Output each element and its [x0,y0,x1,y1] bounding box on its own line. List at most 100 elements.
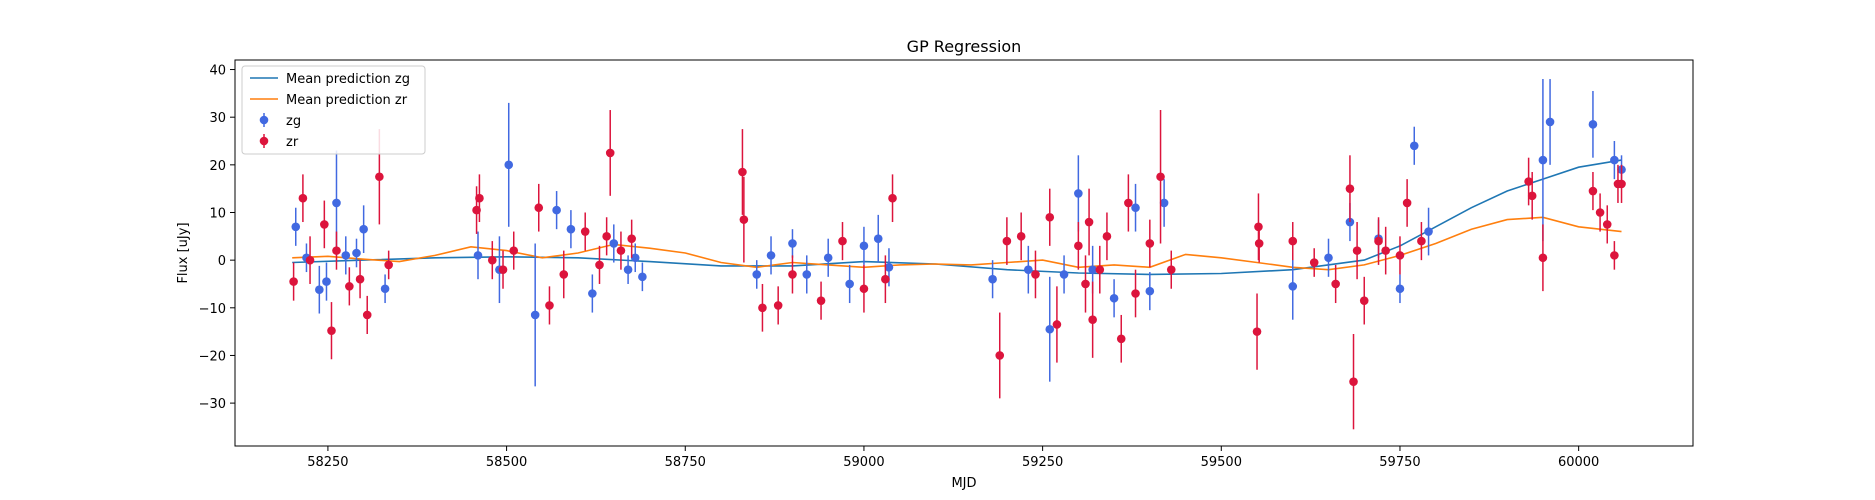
data-point-zr [1074,241,1083,251]
data-point-zr [1166,265,1176,274]
data-point-zg [802,270,812,279]
data-point-zr [1374,236,1383,246]
data-point-zg [884,262,894,272]
y-tick-label: 20 [209,159,226,174]
data-point-zr [298,193,308,203]
x-axis: 58250 58500 58750 59000 59250 59500 59750 60000 [307,446,1599,470]
data-point-zr [1016,232,1026,241]
data-point-zg [1159,198,1169,208]
data-point-zg [638,272,647,282]
x-tick-label: 59250 [1022,455,1063,470]
data-point-zr [1002,236,1012,246]
legend-label-mean-zg: Mean prediction zg [286,72,410,87]
data-point-zr [1124,198,1133,208]
data-point-zr [739,215,749,224]
data-point-zr [1602,220,1612,229]
data-point-zg [1131,203,1140,213]
y-tick-label: 30 [209,111,226,126]
data-point-zr [375,172,384,182]
data-point-zg [859,241,869,251]
data-point-zg [1145,286,1155,296]
legend-swatch-zr [259,136,269,146]
y-axis: −30 −20 −10 0 10 20 30 40 [199,64,235,412]
data-point-zr [580,227,590,236]
legend-label-mean-zr: Mean prediction zr [286,93,408,108]
series-zr [289,110,1626,430]
data-point-zr [1359,296,1369,305]
plot-frame [234,59,1694,447]
data-point-zr [1252,327,1262,336]
data-point-zg [291,222,301,232]
x-tick-label: 59750 [1379,455,1420,470]
data-point-zr [332,246,341,255]
x-tick-label: 58250 [307,455,348,470]
data-point-zr [1349,377,1358,386]
data-point-zg [752,270,762,279]
data-point-zr [1254,239,1264,248]
data-point-zr [616,246,626,255]
data-point-zr [384,260,393,270]
y-tick-label: −10 [199,302,226,317]
x-tick-label: 59500 [1201,455,1242,470]
y-tick-label: 10 [209,206,226,221]
data-point-zg [1610,155,1619,165]
data-point-zr [1031,270,1040,279]
data-point-zr [1145,239,1155,248]
data-point-zr [327,326,336,335]
data-point-zr [888,193,897,203]
data-layer [289,79,1626,430]
data-point-zg [380,284,390,294]
data-point-zg [1409,141,1419,151]
data-point-zg [315,285,324,294]
data-point-zr [1402,198,1412,208]
data-point-zg [873,234,883,244]
data-point-zg [788,239,797,248]
data-point-zr [788,270,797,279]
x-tick-label: 59000 [843,455,884,470]
data-point-zg [1395,284,1405,294]
data-point-zg [1588,120,1598,129]
data-point-zg [530,310,540,320]
data-point-zr [595,260,604,270]
data-point-zr [362,310,372,320]
legend-label-zr: zr [286,135,299,150]
data-point-zr [1595,208,1605,217]
y-axis-label: Flux [uJy] [176,222,191,283]
data-point-zr [627,234,636,244]
data-point-zg [473,251,483,260]
data-point-zr [534,203,544,213]
legend-box [241,65,426,155]
data-point-zr [487,255,497,265]
data-point-zr [838,236,847,246]
data-point-zg [552,205,561,215]
data-point-zg [609,239,619,248]
data-point-zg [1088,265,1097,274]
data-point-zr [738,167,747,177]
data-point-zg [1045,324,1055,334]
data-point-zg [1538,155,1548,165]
data-point-zg [1324,253,1333,263]
data-point-zr [509,246,519,255]
data-point-zr [345,282,354,291]
data-point-zg [322,277,331,286]
legend-swatch-zg [259,115,269,125]
data-point-zr [1288,236,1298,246]
mean-prediction-line-zg [292,159,1622,276]
data-point-zr [1095,265,1105,274]
data-point-zg [988,274,997,284]
data-point-zr [1395,251,1405,260]
data-point-zr [1381,246,1390,255]
data-point-zr [995,351,1005,360]
data-point-zg [823,253,833,263]
data-point-zg [504,160,514,170]
legend: Mean prediction zg Mean prediction zr zg zr [241,65,426,155]
x-tick-label: 58750 [665,455,706,470]
data-point-zg [352,248,361,258]
data-point-zr [1417,236,1426,246]
data-point-zg [359,224,368,234]
data-point-zr [1524,177,1533,186]
data-point-zr [1088,315,1097,325]
y-tick-label: −30 [199,397,226,412]
data-point-zg [766,251,776,260]
